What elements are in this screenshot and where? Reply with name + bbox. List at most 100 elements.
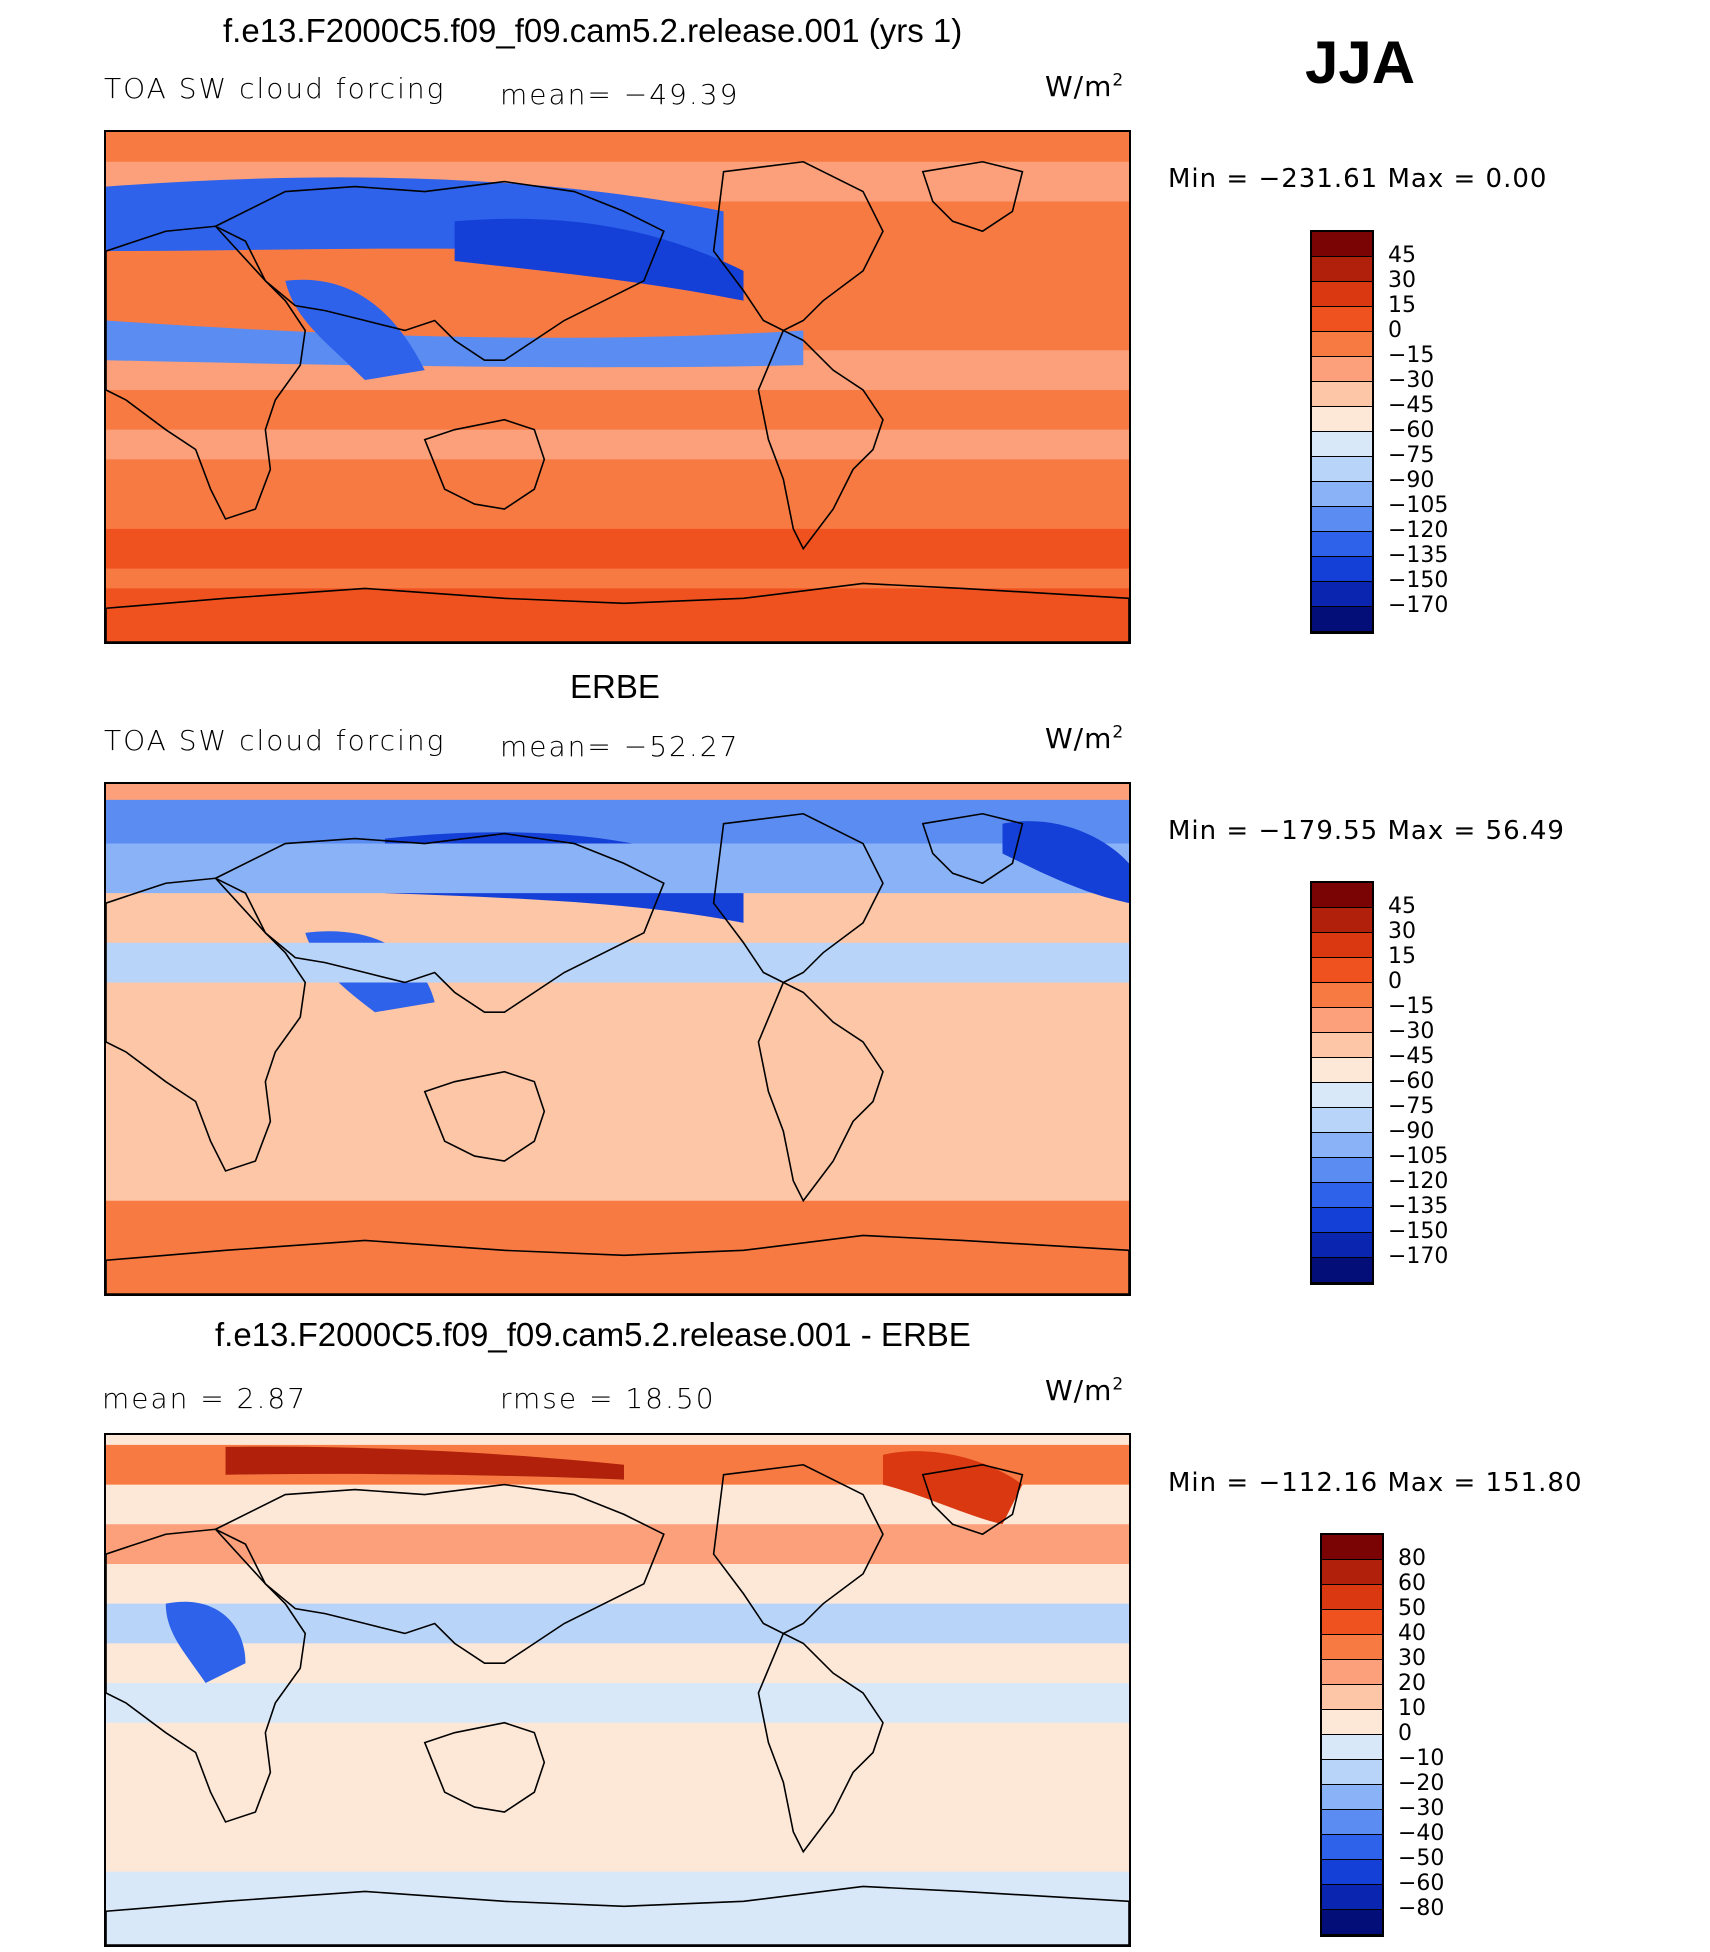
colorbar-tick-label: 50 <box>1398 1596 1426 1621</box>
colorbar-tick-label: −170 <box>1388 593 1449 618</box>
map-field-region <box>225 1446 624 1480</box>
colorbar-tick-label: −135 <box>1388 1194 1449 1219</box>
coastline <box>214 1483 665 1665</box>
colorbar-tick-label: 0 <box>1398 1721 1412 1746</box>
map-field-region <box>106 798 1129 844</box>
coastline <box>423 1721 546 1813</box>
colorbar-cell <box>1312 532 1372 557</box>
colorbar-cell <box>1312 908 1372 933</box>
panel2-colorbar: 45 30 15 0 −15 −30 −45 −60 −75 −90 −105 −120 −135 −15… <box>1310 881 1448 1285</box>
panel3-colorbar: 80 60 50 40 30 20 10 0 −10 −20 −30 −40 −50 −60 −80 <box>1320 1533 1444 1937</box>
colorbar-tick-label: −150 <box>1388 1219 1449 1244</box>
colorbar-tick-label: −15 <box>1388 994 1435 1019</box>
colorbar-cell <box>1312 933 1372 958</box>
panel1-units: W/m2 <box>1045 70 1124 103</box>
colorbar-cell <box>1312 457 1372 482</box>
colorbar-cell <box>1322 1710 1382 1735</box>
colorbar-cell <box>1312 407 1372 432</box>
panel1-units-base: W/m <box>1045 70 1113 103</box>
colorbar-cell <box>1322 1910 1382 1935</box>
coastline <box>423 1070 546 1162</box>
panel2-units-exp: 2 <box>1112 722 1125 743</box>
colorbar-cell <box>1312 1233 1372 1258</box>
colorbar-tick-label: −90 <box>1388 1119 1435 1144</box>
colorbar-cell <box>1312 1133 1372 1158</box>
colorbar-cell <box>1322 1610 1382 1635</box>
coastline <box>214 832 665 1014</box>
colorbar-cell <box>1312 507 1372 532</box>
colorbar-cell <box>1312 307 1372 332</box>
colorbar-tick-label: 45 <box>1388 243 1416 268</box>
coastline <box>757 981 884 1203</box>
colorbar-cell <box>1312 607 1372 632</box>
colorbar-cell <box>1322 1660 1382 1685</box>
panel3-map <box>104 1433 1131 1947</box>
colorbar-cell <box>1322 1785 1382 1810</box>
coastline <box>921 812 1024 885</box>
panel3-units-exp: 2 <box>1112 1374 1125 1395</box>
colorbar-tick-label: 10 <box>1398 1696 1426 1721</box>
colorbar-tick-label: −60 <box>1388 418 1435 443</box>
map-field-region <box>106 1200 1129 1294</box>
panel1-field-label: TOA SW cloud forcing <box>104 72 446 105</box>
map-field-region <box>454 218 744 301</box>
colorbar-tick-label: −90 <box>1388 468 1435 493</box>
colorbar-cell <box>1322 1735 1382 1760</box>
colorbar-cell <box>1322 1760 1382 1785</box>
colorbar-cell <box>1322 1635 1382 1660</box>
colorbar-cell <box>1312 257 1372 282</box>
panel2-minmax: Min = −179.55 Max = 56.49 <box>1168 816 1565 846</box>
colorbar-tick-label: −30 <box>1388 368 1435 393</box>
map-field-region <box>106 1524 1129 1564</box>
colorbar-cell <box>1312 883 1372 908</box>
colorbar-tick-label: 80 <box>1398 1546 1426 1571</box>
colorbar-cell <box>1312 1158 1372 1183</box>
colorbar-tick-label: −30 <box>1398 1796 1445 1821</box>
coastline <box>712 812 884 984</box>
coastline <box>757 329 884 551</box>
colorbar-tick-label: 0 <box>1388 318 1402 343</box>
colorbar-tick-label: −50 <box>1398 1846 1445 1871</box>
panel2-title: ERBE <box>570 668 660 705</box>
colorbar-tick-label: −120 <box>1388 518 1449 543</box>
colorbar-tick-label: −80 <box>1398 1896 1445 1921</box>
panel1-colorbar: 45 30 15 0 −15 −30 −45 −60 −75 −90 −105 −120 −135 −15… <box>1310 230 1448 634</box>
colorbar-cell <box>1312 582 1372 607</box>
colorbar-tick-label: −135 <box>1388 543 1449 568</box>
colorbar-tick-label: 60 <box>1398 1571 1426 1596</box>
colorbar-cell <box>1312 557 1372 582</box>
colorbar-cell <box>1322 1860 1382 1885</box>
map-field-region <box>106 1683 1129 1723</box>
panel3-map-field <box>106 1435 1129 1945</box>
map-field-region <box>1002 821 1129 904</box>
coastline <box>106 1885 1129 1945</box>
colorbar-cell <box>1312 482 1372 507</box>
colorbar-cell <box>1312 1183 1372 1208</box>
map-field-region <box>165 1601 246 1684</box>
panel2-units: W/m2 <box>1045 722 1124 755</box>
colorbar-cell <box>1312 232 1372 257</box>
colorbar-cell <box>1322 1685 1382 1710</box>
colorbar-cell <box>1312 1108 1372 1133</box>
panel1-mean-label: mean= −49.39 <box>500 78 740 111</box>
colorbar-tick-label: 30 <box>1388 919 1416 944</box>
coastline <box>106 1234 1129 1294</box>
colorbar-cell <box>1312 983 1372 1008</box>
panel2-map <box>104 782 1131 1296</box>
panel2-mean-label: mean= −52.27 <box>500 730 740 763</box>
panel2-field-label: TOA SW cloud forcing <box>104 724 446 757</box>
coastline <box>712 1463 884 1635</box>
panel1-units-exp: 2 <box>1112 70 1125 91</box>
colorbar-tick-label: 40 <box>1398 1621 1426 1646</box>
colorbar-cell <box>1312 1033 1372 1058</box>
colorbar-tick-label: −20 <box>1398 1771 1445 1796</box>
map-field-region <box>106 784 1129 800</box>
coastline <box>106 225 307 520</box>
map-field-region <box>106 588 1129 642</box>
colorbar-tick-label: 45 <box>1388 894 1416 919</box>
coastline <box>921 1463 1024 1536</box>
coastline <box>106 582 1129 642</box>
map-field-region <box>106 528 1129 569</box>
colorbar-tick-label: −120 <box>1388 1169 1449 1194</box>
panel1-map-field <box>106 132 1129 642</box>
